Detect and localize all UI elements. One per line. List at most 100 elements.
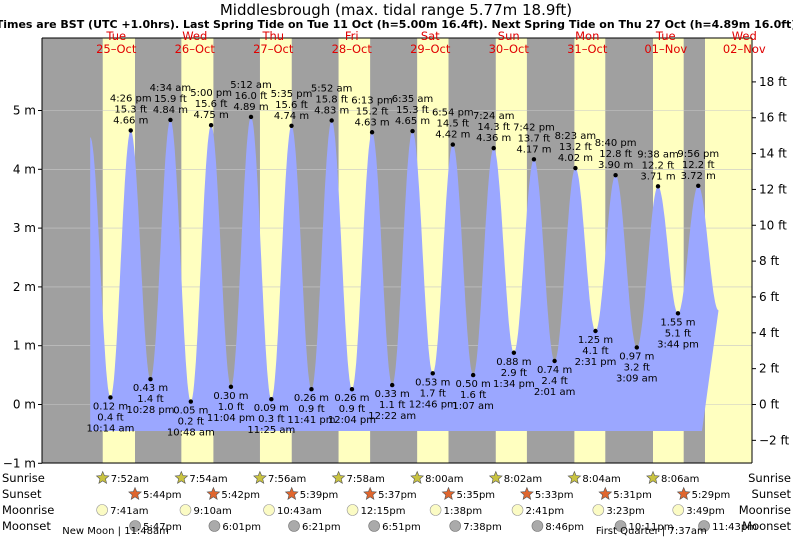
left-tick-label: 4 m (13, 162, 36, 176)
tide-height-ft: 0.4 ft (97, 412, 123, 423)
tide-time: 1:07 am (452, 401, 494, 412)
tide-height-ft: 16.0 ft (235, 91, 268, 102)
tide-point (248, 114, 254, 120)
tide-height-ft: 0.9 ft (298, 404, 324, 415)
right-tick-label: 6 ft (759, 290, 779, 304)
moonset-icon (449, 520, 462, 532)
tide-point (593, 328, 598, 334)
moonset-time: 11:43pm (712, 522, 757, 533)
tide-time: 2:01 am (534, 387, 576, 398)
day-name: Wed (182, 29, 207, 43)
moonset-time: 10:11pm (629, 522, 674, 533)
tide-time: 11:41 pm (287, 415, 335, 426)
tide-height-m: 4.83 m (314, 105, 349, 116)
moonrise-icon (263, 504, 275, 516)
tide-area (90, 117, 719, 431)
moonrise-time: 10:43am (277, 506, 322, 517)
tide-height-ft: 0.2 ft (178, 417, 204, 428)
tide-height-ft: 0.3 ft (258, 414, 284, 425)
tide-height-m: 4.42 m (435, 130, 470, 141)
tide-point (470, 372, 476, 378)
tide-point (289, 123, 294, 128)
tide-height-m: 4.89 m (233, 102, 268, 113)
day-name: Mon (575, 29, 599, 43)
tide-point (168, 117, 173, 123)
moonset-time: 8:46pm (545, 522, 584, 533)
moonrise-time: 3:23pm (606, 506, 645, 517)
tide-time: 7:24 am (473, 111, 515, 122)
right-tick-label: 2 ft (759, 362, 779, 376)
day-date: 25–Oct (96, 42, 137, 56)
tide-point (188, 399, 194, 404)
tide-point (228, 384, 234, 390)
moonrise-time: 9:10am (193, 506, 231, 517)
row-label-right: Sunrise (748, 471, 791, 485)
tide-time: 6:54 pm (432, 108, 474, 119)
left-tick-label: 2 m (13, 280, 36, 294)
right-tick-label: 8 ft (759, 254, 779, 268)
tide-height-m: 4.17 m (516, 144, 551, 155)
tide-height-m: 4.65 m (395, 116, 430, 127)
tide-height-ft: 2.4 ft (541, 376, 567, 387)
tide-height-m: 4.74 m (274, 111, 309, 122)
sunset-time: 5:33pm (535, 490, 574, 501)
right-tick-label: 16 ft (759, 111, 787, 125)
day-date: 01–Nov (644, 42, 687, 56)
row-label-right: Moonset (742, 519, 791, 533)
moonset-time: 6:01pm (222, 522, 261, 533)
tide-time: 1:34 pm (493, 379, 535, 390)
tide-time: 9:38 am (637, 149, 679, 160)
tide-height-m: 0.30 m (213, 391, 248, 402)
day-date: 28–Oct (332, 42, 373, 56)
right-tick-label: 4 ft (759, 326, 779, 340)
tide-time: 8:40 pm (595, 138, 637, 149)
sunset-time: 5:31pm (613, 490, 652, 501)
sunset-icon (206, 486, 221, 500)
tide-time: 8:23 am (555, 131, 597, 142)
tide-time: 3:09 am (616, 373, 658, 384)
tide-height-m: 0.50 m (456, 379, 491, 390)
tide-time: 4:34 am (150, 83, 192, 94)
sunset-time: 5:37pm (378, 490, 417, 501)
tide-height-m: 4.75 m (194, 110, 229, 121)
row-label-left: Moonset (2, 519, 51, 533)
day-date: 02–Nov (723, 42, 766, 56)
row-label-left: Moonrise (2, 503, 54, 517)
moon-phase-label: First Quarter | 7:37am (596, 526, 707, 537)
sunrise-icon (567, 470, 582, 484)
tide-time: 11:25 am (247, 425, 295, 436)
tide-height-ft: 3.2 ft (624, 362, 650, 373)
tide-height-ft: 12.2 ft (642, 160, 675, 171)
moon-phase-label: New Moon | 11:48am (62, 526, 169, 537)
moonset-time: 5:47pm (143, 522, 182, 533)
day-name: Tue (105, 29, 126, 43)
tide-point (613, 172, 618, 178)
moonset-time: 7:38pm (463, 522, 502, 533)
sunrise-time: 7:58am (347, 474, 385, 485)
tide-height-m: 0.88 m (496, 357, 531, 368)
tide-point (349, 387, 355, 392)
tide-height-m: 0.09 m (254, 403, 289, 414)
tide-height-ft: 15.6 ft (195, 99, 228, 110)
moonset-time: 6:21pm (302, 522, 341, 533)
tide-time: 12:46 pm (409, 399, 457, 410)
chart-title: Middlesbrough (max. tidal range 5.77m 18… (220, 1, 572, 19)
sunset-time: 5:35pm (457, 490, 496, 501)
sunrise-time: 7:54am (189, 474, 227, 485)
tide-point (208, 123, 214, 128)
tide-height-m: 4.63 m (354, 117, 389, 128)
tide-height-m: 3.90 m (598, 160, 633, 171)
moonrise-icon (96, 504, 108, 516)
tide-point (634, 345, 640, 350)
day-name: Thu (261, 29, 284, 43)
sunset-icon (519, 486, 534, 500)
tide-height-ft: 15.3 ft (114, 104, 147, 115)
tide-point (309, 387, 314, 392)
tide-point (573, 165, 578, 171)
day-date: 31–Oct (567, 42, 608, 56)
tide-height-m: 4.66 m (113, 115, 148, 126)
tide-height-m: 4.84 m (153, 105, 188, 116)
tide-height-ft: 2.9 ft (501, 368, 527, 379)
